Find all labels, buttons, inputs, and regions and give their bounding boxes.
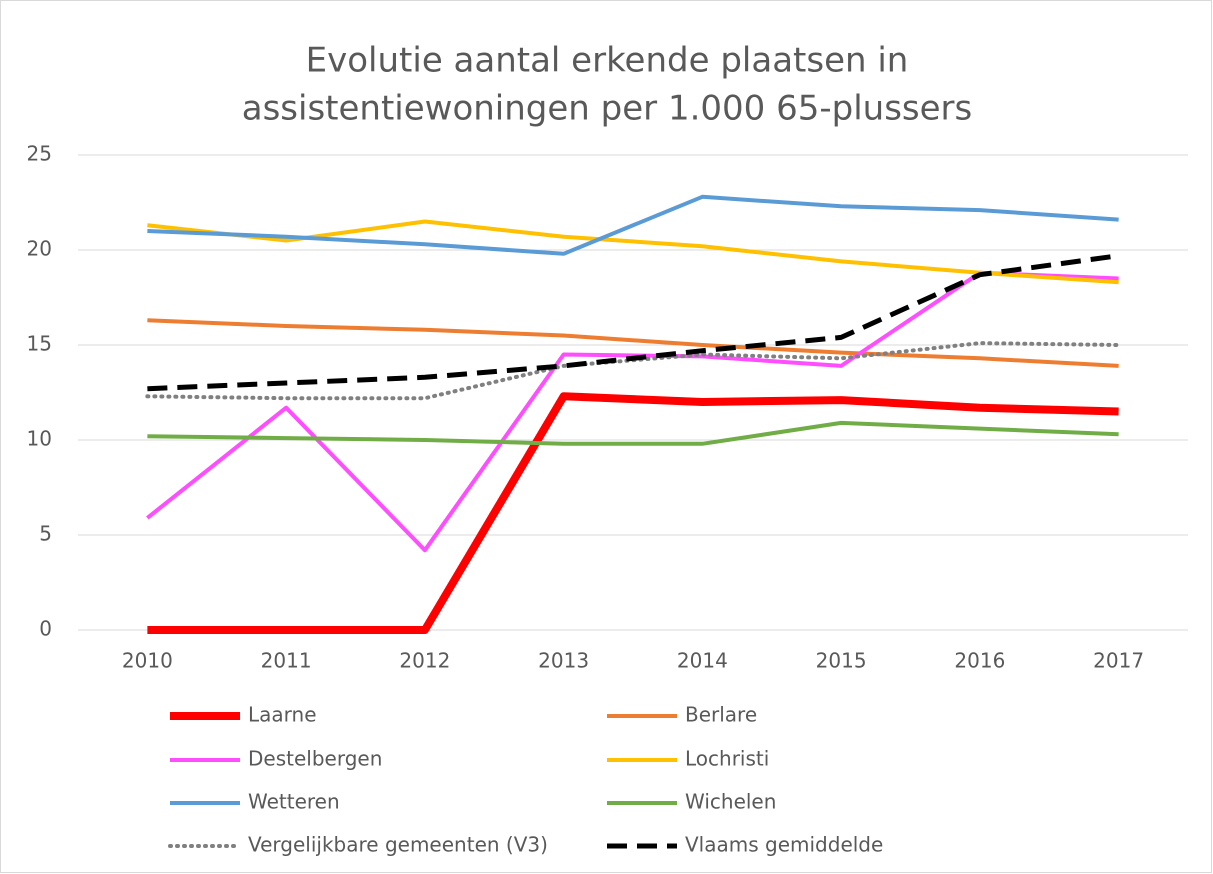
x-tick-label: 2013 xyxy=(538,649,589,673)
x-tick-label: 2011 xyxy=(261,649,312,673)
line-series xyxy=(147,420,1119,446)
line-series xyxy=(146,270,1119,553)
legend-label: Berlare xyxy=(685,703,757,727)
y-tick-label: 15 xyxy=(27,332,52,356)
legend-label: Vergelijkbare gemeenten (V3) xyxy=(248,833,548,857)
y-tick-label: 5 xyxy=(39,522,52,546)
legend-label: Vlaams gemiddelde xyxy=(685,833,883,857)
y-tick-label: 25 xyxy=(27,142,52,166)
line-series xyxy=(147,392,1119,634)
x-tick-label: 2014 xyxy=(677,649,728,673)
x-tick-label: 2017 xyxy=(1093,649,1144,673)
y-tick-label: 20 xyxy=(27,237,52,261)
line-series xyxy=(147,194,1119,256)
x-tick-label: 2015 xyxy=(816,649,867,673)
legend-label: Laarne xyxy=(248,703,317,727)
y-tick-label: 0 xyxy=(39,617,52,641)
legend-label: Wichelen xyxy=(685,790,776,814)
line-series xyxy=(147,253,1119,392)
x-tick-label: 2010 xyxy=(122,649,173,673)
line-series xyxy=(147,318,1119,368)
chart-title: Evolutie aantal erkende plaatsen in xyxy=(306,41,909,81)
legend-label: Lochristi xyxy=(685,747,769,771)
x-tick-label: 2012 xyxy=(399,649,450,673)
legend-label: Destelbergen xyxy=(248,747,382,771)
x-tick-label: 2016 xyxy=(954,649,1005,673)
y-tick-label: 10 xyxy=(27,427,52,451)
legend-label: Wetteren xyxy=(248,790,340,814)
chart-title: assistentiewoningen per 1.000 65-plusser… xyxy=(242,89,973,129)
